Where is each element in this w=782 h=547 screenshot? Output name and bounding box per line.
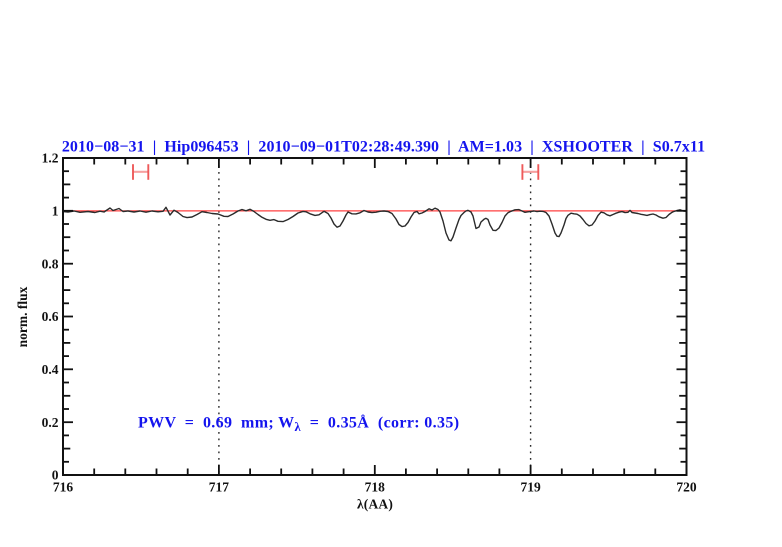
svg-text:717: 717 (209, 480, 230, 495)
svg-text:0: 0 (52, 468, 59, 483)
svg-text:1.2: 1.2 (42, 151, 59, 166)
svg-text:2010−08−31 | Hip096453 | 2: 2010−08−31 | Hip096453 | 2010−09−01T02:2… (62, 139, 705, 156)
svg-text:0.6: 0.6 (42, 309, 59, 324)
svg-text:0.8: 0.8 (42, 256, 59, 271)
svg-text:719: 719 (520, 480, 541, 495)
svg-text:1: 1 (52, 203, 59, 218)
svg-text:718: 718 (365, 480, 386, 495)
svg-text:716: 716 (53, 480, 74, 495)
svg-text:720: 720 (676, 480, 697, 495)
svg-text:0.2: 0.2 (42, 415, 59, 430)
svg-text:norm. flux: norm. flux (15, 286, 30, 347)
svg-text:0.4: 0.4 (42, 362, 59, 377)
svg-text:PWV = 0.69 mm; Wλ = 0.35Å: PWV = 0.69 mm; Wλ = 0.35Å (corr: 0.35) (138, 414, 459, 435)
svg-text:λ(AA): λ(AA) (357, 497, 393, 512)
